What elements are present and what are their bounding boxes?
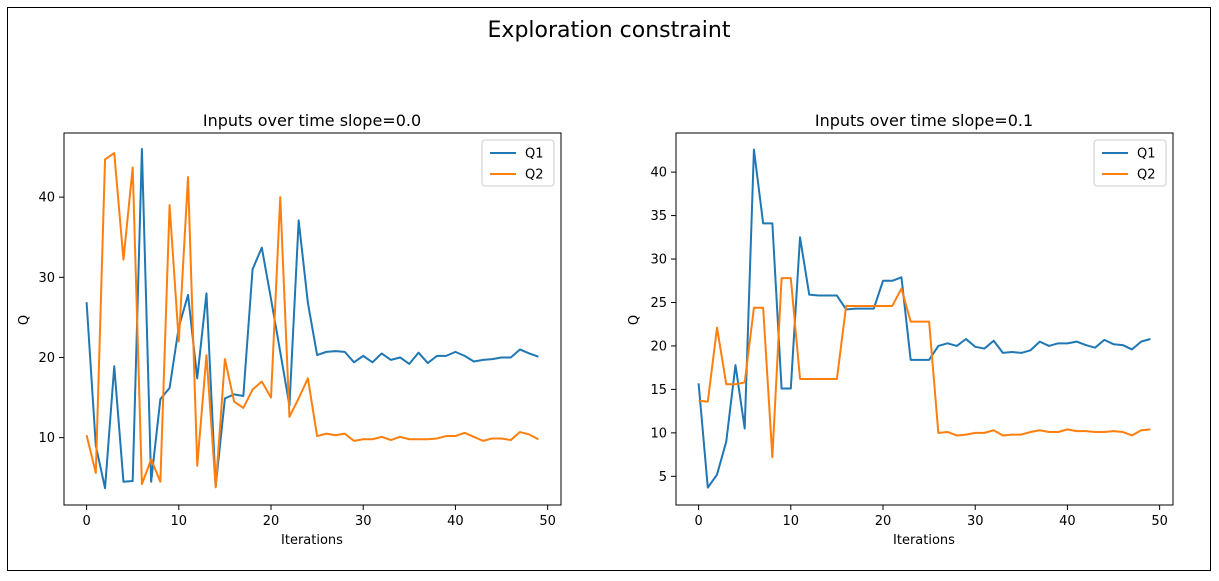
subplot-left-ytick-label: 40 — [38, 191, 55, 206]
subplot-left-xtick-label: 40 — [447, 514, 464, 529]
subplot-right-xtick-label: 50 — [1151, 514, 1168, 529]
subplot-left-xlabel: Iterations — [281, 533, 343, 548]
subplot-left-xtick-label: 10 — [171, 514, 188, 529]
subplot-right-ylabel: Q — [627, 315, 642, 325]
subplot-left-ytick-label: 10 — [38, 431, 55, 446]
subplot-right-frame — [675, 132, 1174, 506]
subplot-right-ytick-label: 15 — [650, 383, 667, 398]
subplot-left-frame — [63, 132, 562, 506]
subplot-right-xtick-label: 30 — [967, 514, 984, 529]
subplot-left: Inputs over time slope=0.0 Iterations Q … — [17, 111, 562, 548]
legend-label-q2: Q2 — [1137, 168, 1156, 183]
subplot-right-ytick-label: 10 — [650, 426, 667, 441]
subplot-right-xtick-label: 20 — [875, 514, 892, 529]
subplot-left-ytick-label: 30 — [38, 271, 55, 286]
subplot-right-ytick-label: 5 — [659, 470, 667, 485]
subplot-right-xtick-label: 0 — [694, 514, 702, 529]
subplot-right-ytick-label: 35 — [650, 209, 667, 224]
subplot-right-xtick-label: 40 — [1059, 514, 1076, 529]
subplot-right-xlabel: Iterations — [893, 533, 955, 548]
subplot-right-ytick-label: 40 — [650, 166, 667, 181]
subplot-left-series-q2-line — [85, 152, 539, 489]
legend-label-q1: Q1 — [1137, 147, 1156, 162]
subplot-left-ylabel: Q — [17, 315, 32, 325]
legend-label-q1: Q1 — [525, 147, 544, 162]
subplot-right-series-q2-line — [698, 277, 1151, 459]
subplot-left-series-q1-line — [85, 148, 539, 490]
subplot-right-ytick-label: 25 — [650, 296, 667, 311]
subplot-left-ytick-label: 20 — [38, 351, 55, 366]
figure-title: Exploration constraint — [487, 18, 731, 43]
subplot-left-xtick-label: 30 — [355, 514, 372, 529]
subplot-left-xtick-label: 20 — [263, 514, 280, 529]
subplot-right: Inputs over time slope=0.1 Iterations Q … — [627, 111, 1174, 548]
subplot-left-xtick-label: 0 — [82, 514, 90, 529]
subplot-right-ytick-label: 20 — [650, 339, 667, 354]
subplot-right-xtick-label: 10 — [783, 514, 800, 529]
subplot-left-title: Inputs over time slope=0.0 — [203, 111, 421, 130]
subplot-right-ytick-label: 30 — [650, 253, 667, 268]
figure: Exploration constraint — [7, 7, 1211, 571]
subplot-right-series-q1-line — [697, 148, 1151, 489]
subplot-left-xtick-label: 50 — [539, 514, 556, 529]
legend-label-q2: Q2 — [525, 168, 544, 183]
subplot-right-title: Inputs over time slope=0.1 — [815, 111, 1033, 130]
